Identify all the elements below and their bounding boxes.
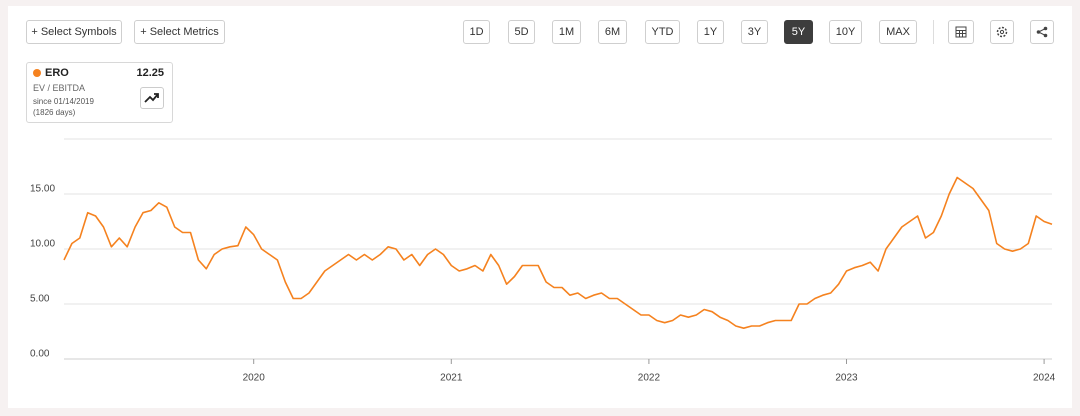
legend-days: (1826 days) xyxy=(33,108,76,117)
table-button[interactable] xyxy=(948,20,974,44)
share-icon xyxy=(1036,26,1048,38)
share-button[interactable] xyxy=(1030,20,1054,44)
range-button[interactable]: 5D xyxy=(508,20,535,44)
table-icon xyxy=(955,26,967,38)
legend-symbol[interactable]: ERO xyxy=(45,67,69,79)
legend-card: ERO 12.25 EV / EBITDA since 01/14/2019 (… xyxy=(26,62,173,123)
x-tick-label: 2023 xyxy=(835,373,858,384)
range-button[interactable]: 3Y xyxy=(741,20,768,44)
range-button[interactable]: 1M xyxy=(552,20,581,44)
x-tick-label: 2022 xyxy=(638,373,661,384)
trend-button[interactable] xyxy=(140,87,164,109)
settings-icon xyxy=(996,26,1008,38)
range-button[interactable]: 1Y xyxy=(697,20,724,44)
settings-button[interactable] xyxy=(990,20,1014,44)
y-tick-label: 0.00 xyxy=(30,349,50,360)
panel xyxy=(8,6,1072,408)
trend-icon xyxy=(144,93,159,103)
select-button[interactable]: + Select Symbols xyxy=(26,20,122,44)
x-tick-label: 2021 xyxy=(440,373,463,384)
y-tick-label: 5.00 xyxy=(30,294,50,305)
y-tick-label: 15.00 xyxy=(30,184,55,195)
legend-dot xyxy=(33,69,41,77)
range-button[interactable]: 6M xyxy=(598,20,627,44)
data-line xyxy=(63,176,1053,329)
legend-value: 12.25 xyxy=(136,67,164,79)
x-tick-label: 2020 xyxy=(243,373,266,384)
y-tick-label: 10.00 xyxy=(30,239,55,250)
range-button[interactable]: 1D xyxy=(463,20,490,44)
legend-since: since 01/14/2019 xyxy=(33,97,94,106)
range-button[interactable]: 10Y xyxy=(829,20,862,44)
range-button[interactable]: MAX xyxy=(879,20,917,44)
legend-metric: EV / EBITDA xyxy=(33,83,86,93)
range-button[interactable]: YTD xyxy=(645,20,680,44)
range-button[interactable]: 5Y xyxy=(784,20,813,44)
x-tick-label: 2024 xyxy=(1033,373,1056,384)
separator xyxy=(933,20,934,44)
select-button[interactable]: + Select Metrics xyxy=(134,20,225,44)
